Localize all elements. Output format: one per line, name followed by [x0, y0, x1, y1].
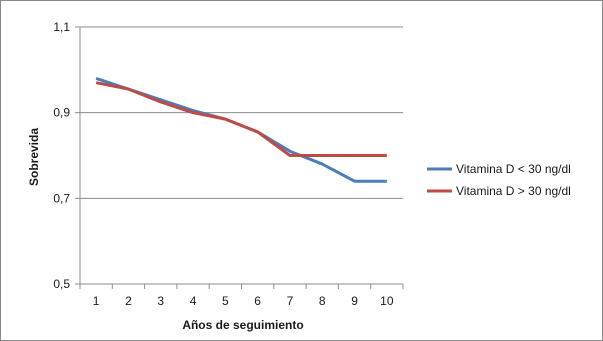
x-tick-label-4: 5: [222, 294, 229, 308]
x-tick-label-0: 1: [93, 294, 100, 308]
y-tick-labels: 0,5 0,7 0,9 1,1: [53, 20, 70, 291]
axes: [75, 26, 404, 289]
x-tick-label-2: 3: [157, 294, 164, 308]
x-tick-labels: 1 2 3 4 5 6 7 8 9 10: [93, 294, 394, 308]
x-tick-label-3: 4: [190, 294, 197, 308]
x-tick-label-6: 7: [287, 294, 294, 308]
legend: Vitamina D < 30 ng/dl Vitamina D > 30 ng…: [427, 162, 571, 198]
y-axis-title: Sobrevida: [27, 128, 41, 186]
y-tick-label-0: 0,5: [53, 277, 70, 291]
x-tick-label-5: 6: [254, 294, 261, 308]
legend-label-vitamina-d-low: Vitamina D < 30 ng/dl: [456, 162, 571, 176]
x-axis-title: Años de seguimiento: [182, 318, 303, 332]
legend-label-vitamina-d-high: Vitamina D > 30 ng/dl: [456, 184, 571, 198]
x-tick-label-9: 10: [380, 294, 394, 308]
x-tick-label-1: 2: [125, 294, 132, 308]
y-tick-label-3: 1,1: [53, 20, 70, 34]
y-tick-label-2: 0,9: [53, 106, 70, 120]
x-tick-label-7: 8: [319, 294, 326, 308]
x-tick-label-8: 9: [351, 294, 358, 308]
y-tick-label-1: 0,7: [53, 191, 70, 205]
series-line-1: [95, 81, 387, 157]
series-lines: [95, 76, 387, 183]
